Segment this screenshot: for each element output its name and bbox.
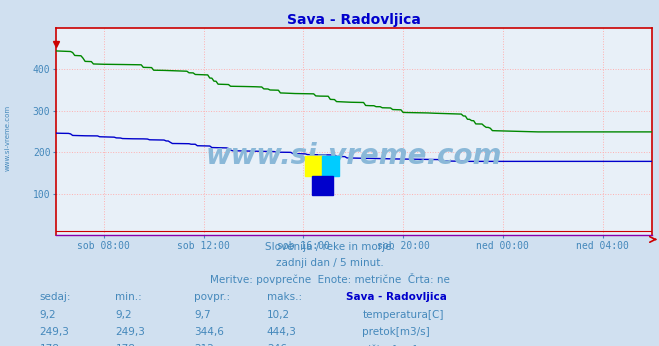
Text: pretok[m3/s]: pretok[m3/s]	[362, 327, 430, 337]
Text: 9,7: 9,7	[194, 310, 211, 320]
Text: 178: 178	[115, 344, 135, 346]
Text: sedaj:: sedaj:	[40, 292, 71, 302]
Text: temperatura[C]: temperatura[C]	[362, 310, 444, 320]
Text: višina[cm]: višina[cm]	[362, 344, 417, 346]
Bar	[305, 156, 322, 176]
Text: Sava - Radovljica: Sava - Radovljica	[346, 292, 447, 302]
Text: Slovenija / reke in morje.: Slovenija / reke in morje.	[264, 242, 395, 252]
Text: 178: 178	[40, 344, 59, 346]
Text: min.:: min.:	[115, 292, 142, 302]
Text: zadnji dan / 5 minut.: zadnji dan / 5 minut.	[275, 258, 384, 268]
Text: www.si-vreme.com: www.si-vreme.com	[5, 105, 11, 172]
Bar	[322, 156, 339, 176]
Text: 444,3: 444,3	[267, 327, 297, 337]
Text: 9,2: 9,2	[40, 310, 56, 320]
Text: 344,6: 344,6	[194, 327, 224, 337]
Text: 246: 246	[267, 344, 287, 346]
Text: www.si-vreme.com: www.si-vreme.com	[206, 143, 502, 170]
Text: 10,2: 10,2	[267, 310, 290, 320]
Bar	[312, 176, 333, 195]
Text: 249,3: 249,3	[115, 327, 145, 337]
Text: 212: 212	[194, 344, 214, 346]
Text: 249,3: 249,3	[40, 327, 69, 337]
Text: povpr.:: povpr.:	[194, 292, 231, 302]
Text: Meritve: povprečne  Enote: metrične  Črta: ne: Meritve: povprečne Enote: metrične Črta:…	[210, 273, 449, 285]
Title: Sava - Radovljica: Sava - Radovljica	[287, 12, 421, 27]
Text: maks.:: maks.:	[267, 292, 302, 302]
Text: 9,2: 9,2	[115, 310, 132, 320]
